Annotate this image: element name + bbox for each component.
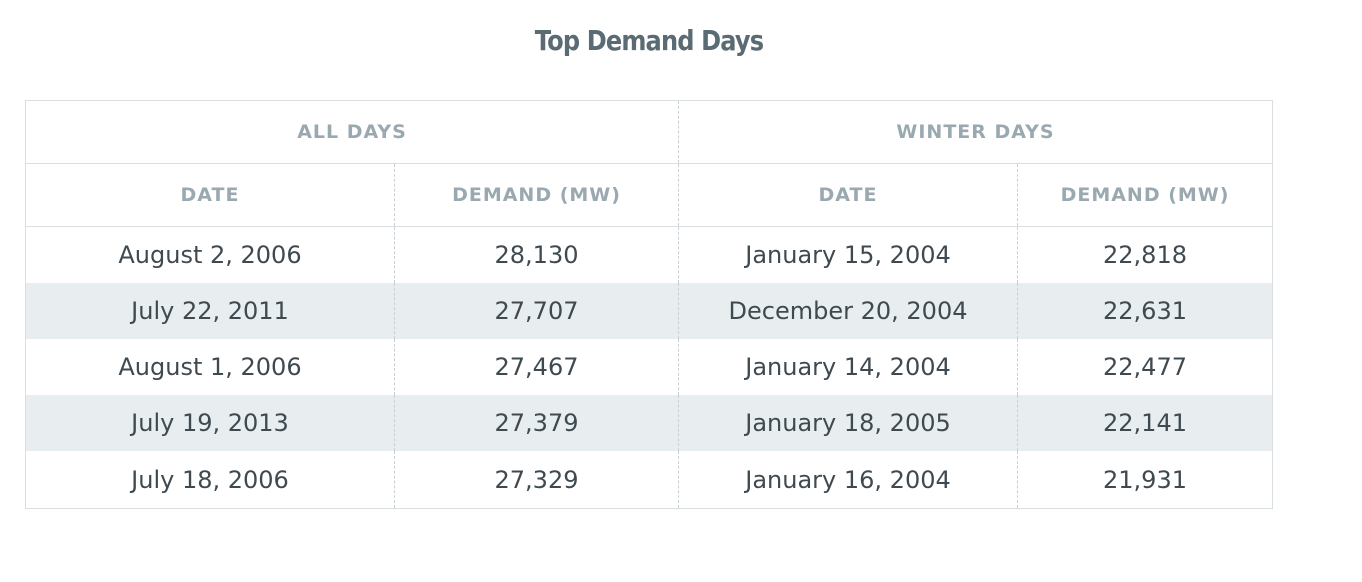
group-header-winter-days: WINTER DAYS [678, 100, 1273, 164]
winter-days-date-cell: January 18, 2005 [678, 395, 1018, 451]
column-header-demand: DEMAND (MW) [393, 163, 679, 227]
winter-days-date-cell: January 15, 2004 [678, 226, 1018, 283]
group-header-row: ALL DAYS WINTER DAYS [25, 100, 1273, 164]
winter-days-date-cell: January 16, 2004 [678, 451, 1018, 509]
all-days-date-cell: August 2, 2006 [118, 241, 302, 269]
group-header-all-days: ALL DAYS [25, 100, 679, 164]
all-days-date-cell: August 1, 2006 [118, 353, 302, 381]
column-header-demand: DEMAND (MW) [1017, 163, 1273, 227]
table-row: July 22, 2011 27,707 December 20, 2004 2… [25, 283, 1273, 339]
all-days-demand-cell: 27,467 [393, 339, 679, 395]
winter-days-date-cell: December 20, 2004 [678, 283, 1018, 339]
all-days-date-cell: July 18, 2006 [131, 465, 289, 494]
winter-days-demand-cell: 22,631 [1017, 283, 1273, 339]
all-days-demand-cell: 27,379 [393, 395, 679, 451]
column-header-date: DATE [25, 163, 395, 227]
winter-days-demand-cell: 22,477 [1017, 339, 1273, 395]
all-days-date-cell: July 22, 2011 [25, 283, 395, 339]
page-title: Top Demand Days [534, 24, 764, 57]
table-row: July 18, 2006 27,329 January 16, 2004 21… [26, 451, 1273, 509]
winter-days-demand-cell: 22,141 [1017, 395, 1273, 451]
all-days-demand-cell: 28,130 [393, 226, 679, 283]
winter-days-date-cell: January 14, 2004 [678, 339, 1018, 395]
all-days-demand-cell: 27,707 [393, 283, 679, 339]
column-header-date: DATE [678, 163, 1018, 227]
all-days-demand-cell: 27,329 [393, 451, 679, 509]
column-header-row: DATE DEMAND (MW) DATE DEMAND (MW) [25, 163, 1273, 227]
table-row: July 19, 2013 27,379 January 18, 2005 22… [25, 395, 1273, 451]
top-demand-days-table: ALL DAYS WINTER DAYS DATE DEMAND (MW) DA… [25, 100, 1274, 509]
table-row: August 1, 2006 27,467 January 14, 2004 2… [26, 339, 1273, 395]
all-days-date-cell: July 19, 2013 [25, 395, 395, 451]
winter-days-demand-cell: 22,818 [1017, 226, 1273, 283]
table-row: August 2, 2006 28,130 January 15, 2004 2… [26, 226, 1273, 283]
winter-days-demand-cell: 21,931 [1017, 451, 1273, 509]
